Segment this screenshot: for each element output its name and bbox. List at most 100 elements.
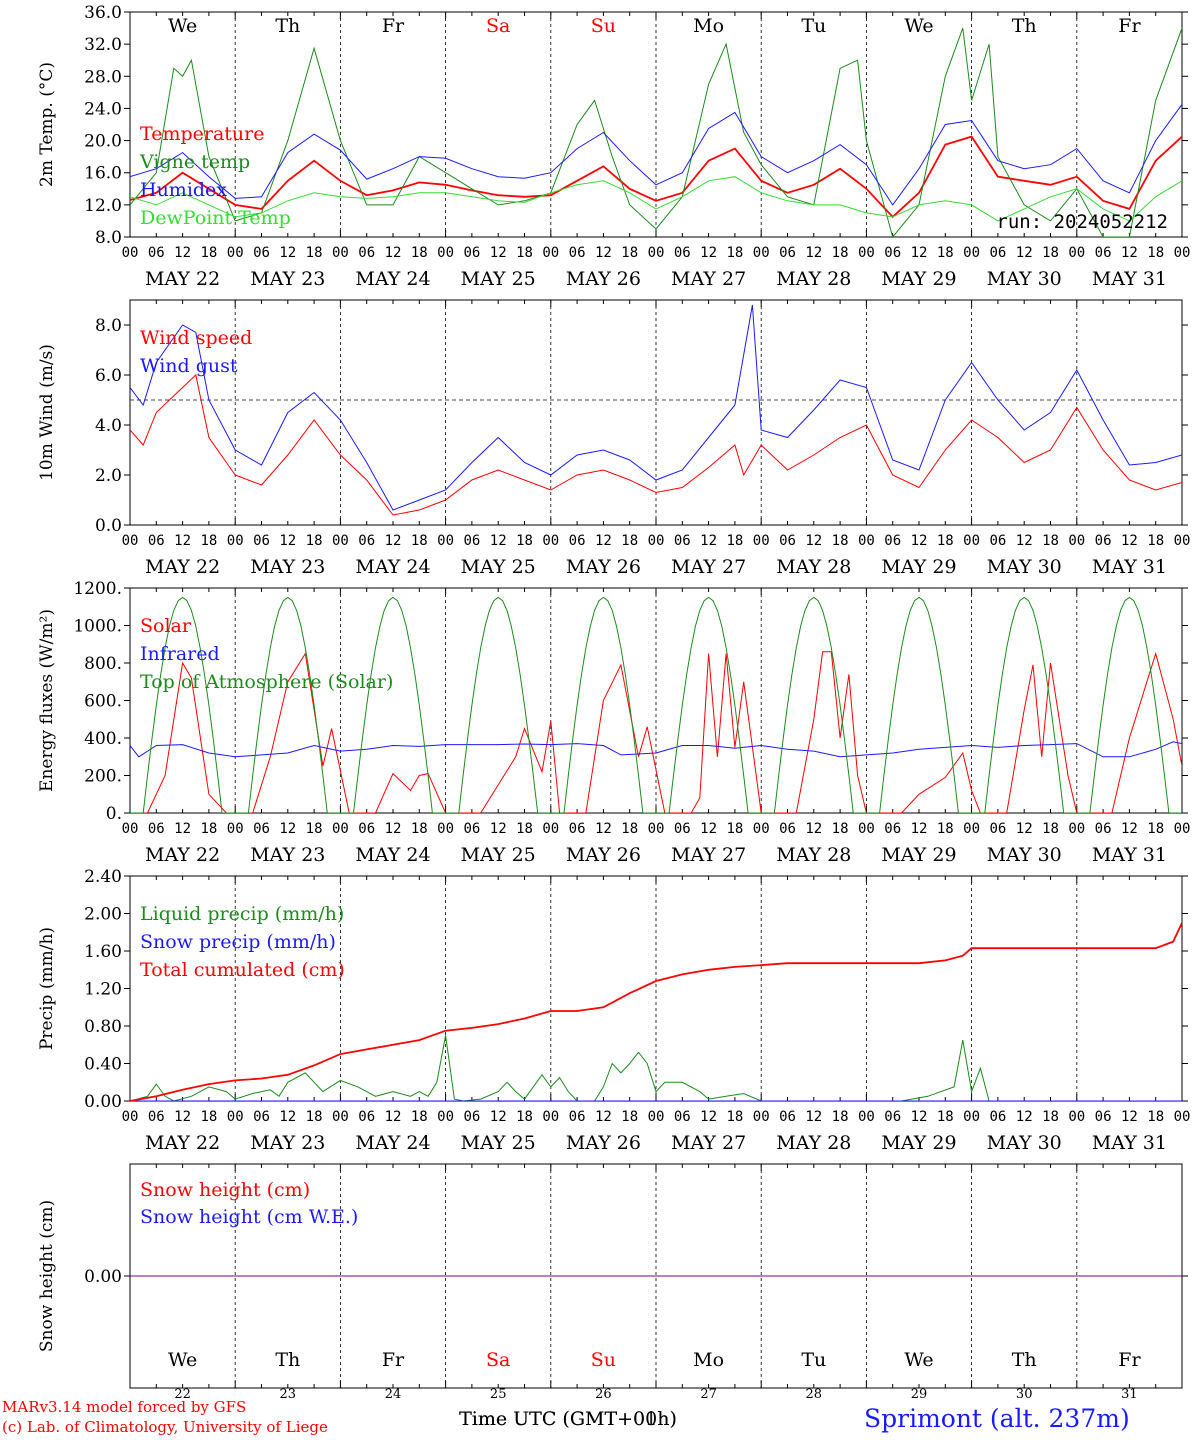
hour-label: 12 [174, 1109, 191, 1125]
series-line-green [130, 27, 1182, 237]
hour-label: 18 [306, 245, 323, 261]
weekday-label: Fr [382, 15, 405, 37]
hour-label: 06 [779, 245, 796, 261]
hour-label: 18 [1042, 533, 1059, 549]
hour-label: 12 [700, 1109, 717, 1125]
legend-entry: Total cumulated (cm) [140, 959, 345, 981]
hour-label: 06 [463, 245, 480, 261]
hour-label: 00 [122, 821, 139, 837]
hour-label: 12 [1016, 1109, 1033, 1125]
y-tick-label: 0.00 [84, 1092, 122, 1112]
hour-label: 00 [858, 533, 875, 549]
y-axis-label: 2m Temp. (°C) [37, 62, 57, 187]
hour-label: 12 [385, 245, 402, 261]
hour-label: 06 [148, 245, 165, 261]
hour-label: 12 [174, 533, 191, 549]
hour-label: 18 [306, 1109, 323, 1125]
hour-label: 18 [516, 533, 533, 549]
legend-entry: Wind speed [140, 327, 252, 349]
hour-label: 18 [516, 821, 533, 837]
hour-label: 00 [963, 821, 980, 837]
hour-label: 12 [490, 245, 507, 261]
legend-entry: Liquid precip (mm/h) [140, 903, 344, 925]
hour-label: 06 [1095, 245, 1112, 261]
y-tick-label: 1.60 [84, 942, 122, 962]
y-tick-label: 8.0 [95, 228, 122, 248]
date-label: MAY 28 [776, 844, 851, 866]
day-number-label: 26 [595, 1387, 612, 1402]
hour-label: 00 [542, 821, 559, 837]
y-tick-label: 1000. [73, 617, 122, 637]
hour-label: 06 [674, 821, 691, 837]
hour-label: 18 [937, 245, 954, 261]
day-number-label: 31 [1121, 1387, 1138, 1402]
hour-label: 00 [858, 821, 875, 837]
hour-label: 18 [411, 533, 428, 549]
weekday-label: Tu [801, 1349, 826, 1371]
hour-label: 06 [253, 1109, 270, 1125]
hour-label: 12 [279, 533, 296, 549]
y-tick-label: 8.0 [95, 316, 122, 336]
legend-entry: Wind gust [140, 355, 238, 377]
plot-frame [129, 587, 1183, 814]
y-tick-label: 800. [84, 654, 122, 674]
weekday-label: Sa [486, 1349, 510, 1371]
hour-label: 00 [648, 245, 665, 261]
y-tick-label: 0.80 [84, 1017, 122, 1037]
y-tick-label: 0.40 [84, 1055, 122, 1075]
hour-label: 18 [621, 821, 638, 837]
weekday-label: Tu [801, 15, 826, 37]
hour-label: 18 [200, 245, 217, 261]
hour-label: 00 [648, 821, 665, 837]
panel-1: 8.0 12.0 16.0 20.0 24.0 28.0 32.0 36.0 2m Temp. … [37, 3, 1190, 290]
series-line-red [130, 135, 1182, 219]
series-group [130, 920, 1182, 1101]
hour-label: 00 [332, 533, 349, 549]
day-number-label: 30 [1016, 1387, 1033, 1402]
hour-label: 12 [805, 245, 822, 261]
hour-label: 06 [884, 533, 901, 549]
weekday-label: Mo [693, 15, 724, 37]
hour-label: 18 [1042, 821, 1059, 837]
hour-label: 12 [911, 245, 928, 261]
hour-label: 06 [148, 1109, 165, 1125]
panel-5: 0.00 Snow height (cm) We Th Fr Sa Su Mo Tu We Th Fr… [37, 1163, 1188, 1389]
y-tick-label: 36.0 [84, 3, 122, 23]
y-axis-label: Snow height (cm) [37, 1200, 57, 1352]
weekday-label: Mo [693, 1349, 724, 1371]
hour-label: 18 [726, 533, 743, 549]
date-label: MAY 23 [250, 556, 325, 578]
weekday-label: We [168, 15, 197, 37]
hour-label: 00 [858, 245, 875, 261]
hour-label: 00 [437, 1109, 454, 1125]
hour-label: 12 [1016, 821, 1033, 837]
y-tick-label: 2.0 [95, 466, 122, 486]
series-group [130, 596, 1182, 813]
hour-label: 18 [832, 533, 849, 549]
time-axis-label-overprint: Time UTC (GMT+01h) [459, 1408, 677, 1430]
day-number-label: 28 [806, 1387, 823, 1402]
hour-label: 12 [1121, 533, 1138, 549]
date-label: MAY 25 [461, 268, 536, 290]
hour-label: 18 [1147, 1109, 1164, 1125]
hour-label: 00 [858, 1109, 875, 1125]
hour-label: 00 [648, 1109, 665, 1125]
hour-label: 00 [1068, 533, 1085, 549]
date-label: MAY 27 [671, 844, 746, 866]
hour-label: 18 [200, 821, 217, 837]
legend-entry: Snow precip (mm/h) [140, 931, 336, 953]
hour-label: 18 [832, 821, 849, 837]
day-number-label: 23 [280, 1387, 297, 1402]
weekday-label: We [904, 1349, 933, 1371]
hour-label: 12 [490, 533, 507, 549]
date-label: MAY 29 [881, 1132, 956, 1154]
hour-label: 06 [674, 533, 691, 549]
series-line-blue [130, 741, 1182, 758]
hour-label: 00 [1174, 821, 1191, 837]
date-label: MAY 30 [987, 556, 1062, 578]
hour-label: 12 [1121, 245, 1138, 261]
y-axis-label: Energy fluxes (W/m²) [37, 609, 57, 792]
date-label: MAY 31 [1092, 268, 1167, 290]
day-number-label: 29 [911, 1387, 928, 1402]
date-label: MAY 25 [461, 844, 536, 866]
